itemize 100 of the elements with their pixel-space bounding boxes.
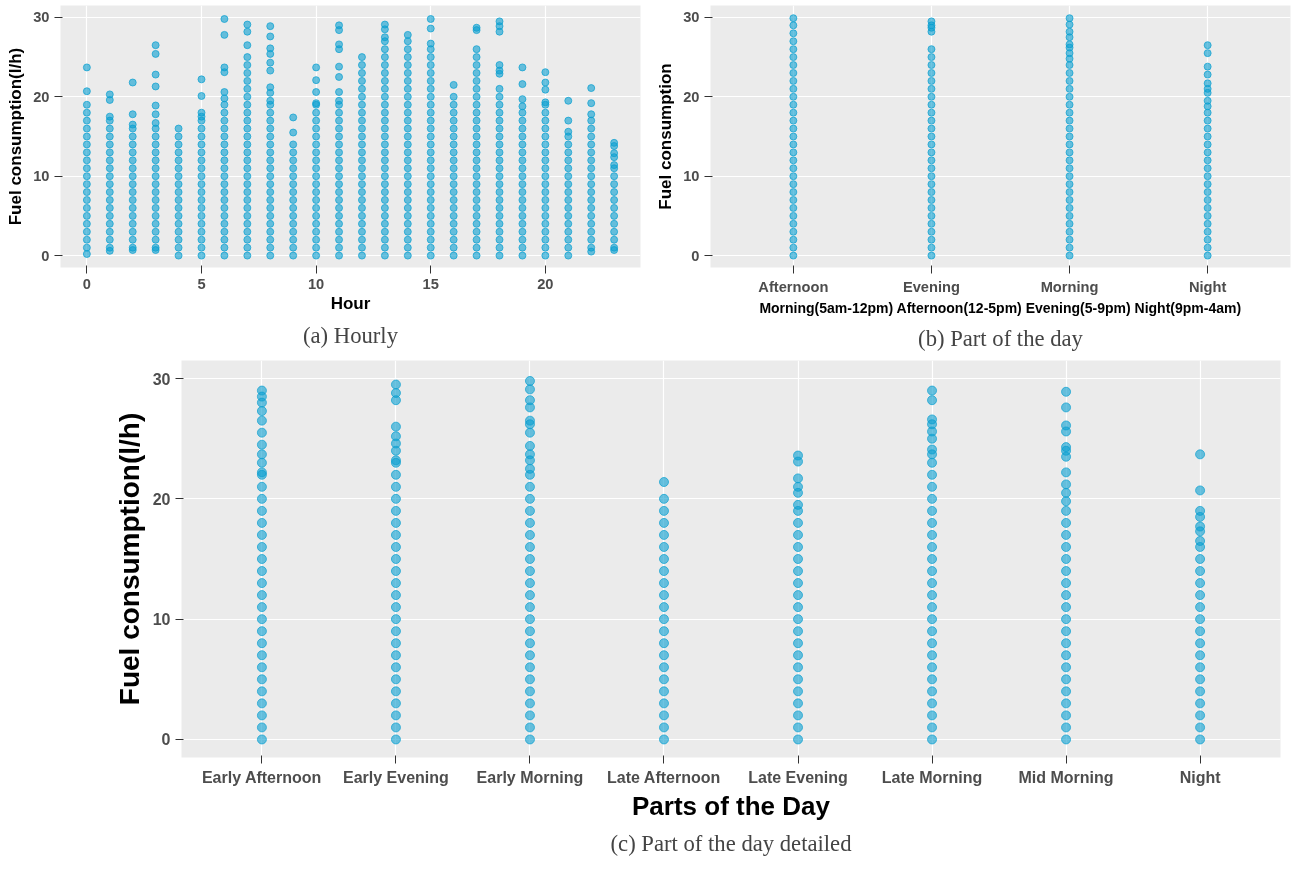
point	[243, 164, 252, 173]
point	[403, 68, 412, 77]
point	[426, 68, 435, 77]
point	[495, 180, 504, 189]
point	[105, 172, 114, 181]
point	[587, 219, 596, 228]
point	[289, 172, 298, 181]
point	[472, 68, 481, 77]
point	[380, 92, 389, 101]
point	[541, 172, 550, 181]
point	[335, 40, 344, 49]
point	[357, 116, 366, 125]
point	[495, 116, 504, 125]
point	[541, 251, 550, 260]
point	[472, 251, 481, 260]
point	[587, 84, 596, 93]
point	[587, 164, 596, 173]
point	[564, 203, 573, 212]
point	[220, 180, 229, 189]
point	[105, 235, 114, 244]
point	[564, 219, 573, 228]
point	[151, 82, 160, 91]
y-tick-label: 10	[33, 168, 50, 185]
point	[472, 45, 481, 54]
point	[312, 196, 321, 205]
point	[472, 188, 481, 197]
point	[335, 203, 344, 212]
point	[220, 116, 229, 125]
point	[449, 227, 458, 236]
point	[449, 148, 458, 157]
point	[472, 180, 481, 189]
point	[426, 92, 435, 101]
point	[472, 172, 481, 181]
point	[151, 148, 160, 157]
point	[220, 203, 229, 212]
x-axis-title: Parts of the Day	[632, 790, 831, 821]
point	[174, 124, 183, 133]
point	[197, 172, 206, 181]
point	[197, 132, 206, 141]
point	[449, 92, 458, 101]
point	[449, 243, 458, 252]
point	[243, 100, 252, 109]
point	[541, 180, 550, 189]
point	[587, 188, 596, 197]
point	[220, 88, 229, 97]
point	[335, 116, 344, 125]
point	[335, 243, 344, 252]
point	[426, 196, 435, 205]
point	[174, 140, 183, 149]
point	[403, 219, 412, 228]
point	[403, 140, 412, 149]
point	[243, 124, 252, 133]
point	[82, 63, 91, 72]
point	[312, 164, 321, 173]
point	[151, 164, 160, 173]
point	[587, 211, 596, 220]
point	[610, 203, 619, 212]
x-tick-label: Morning	[1040, 278, 1099, 295]
point	[403, 196, 412, 205]
point	[335, 148, 344, 157]
point	[380, 243, 389, 252]
point	[449, 196, 458, 205]
point	[82, 235, 91, 244]
point	[518, 235, 527, 244]
point	[266, 243, 275, 252]
point	[151, 132, 160, 141]
x-tick-label: Early Evening	[343, 768, 449, 786]
point	[82, 156, 91, 165]
point	[380, 100, 389, 109]
point	[266, 49, 275, 58]
point	[220, 227, 229, 236]
point	[105, 156, 114, 165]
point	[610, 188, 619, 197]
point	[220, 132, 229, 141]
point	[151, 188, 160, 197]
point	[518, 188, 527, 197]
point	[357, 61, 366, 70]
point	[518, 95, 527, 104]
point	[449, 211, 458, 220]
point	[220, 188, 229, 197]
point	[380, 76, 389, 85]
point	[587, 99, 596, 108]
point	[243, 156, 252, 165]
x-tick-label: Evening	[902, 278, 960, 295]
point	[174, 251, 183, 260]
point	[197, 180, 206, 189]
point	[266, 227, 275, 236]
point	[82, 140, 91, 149]
point	[289, 164, 298, 173]
point	[174, 243, 183, 252]
point	[220, 211, 229, 220]
point	[266, 116, 275, 125]
point	[266, 96, 275, 105]
x-tick-label: Night	[1188, 278, 1227, 295]
point	[335, 251, 344, 260]
point	[380, 116, 389, 125]
point	[495, 84, 504, 93]
point	[243, 92, 252, 101]
point	[357, 219, 366, 228]
point	[380, 33, 389, 42]
